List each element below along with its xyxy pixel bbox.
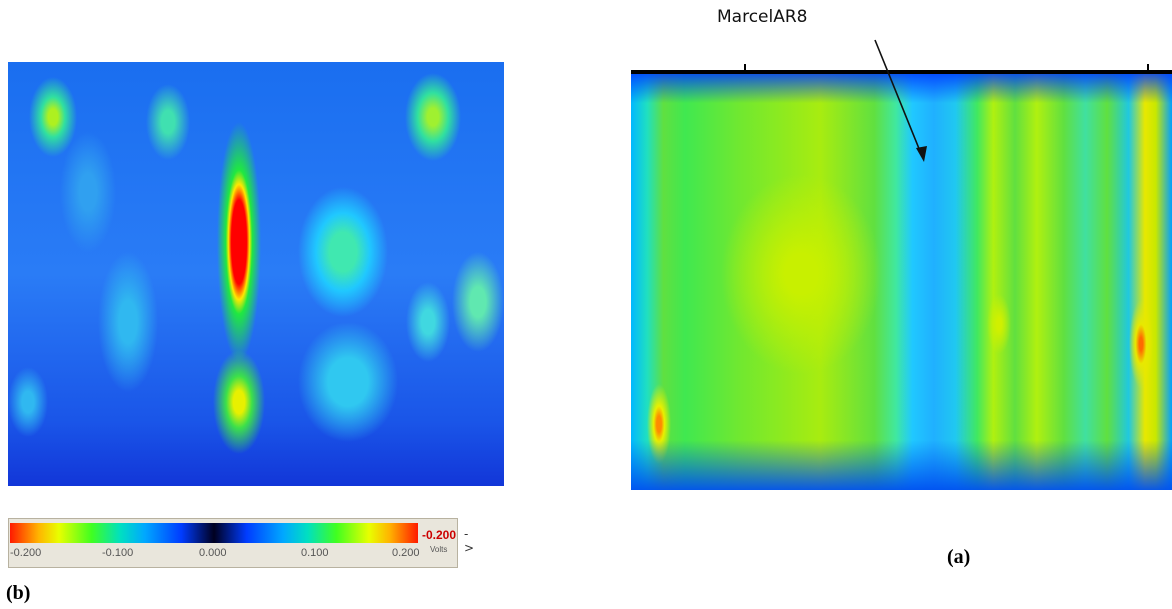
colorbar-unit: Volts bbox=[430, 545, 448, 554]
colorbar-tick-3: 0.100 bbox=[301, 547, 329, 559]
top-tick-mark bbox=[744, 64, 746, 70]
colorbar-tick-1: -0.100 bbox=[102, 547, 134, 559]
colorbar-tick-2: 0.000 bbox=[199, 547, 227, 559]
color-gradient-strip bbox=[10, 523, 418, 543]
color-scale-bar: -0.200 -0.100 0.000 0.100 0.200 -0.200 -… bbox=[8, 518, 474, 568]
annotation-label: MarcelAR8 bbox=[717, 7, 808, 27]
colorbar-readout: -0.200 bbox=[422, 528, 457, 542]
colorbar-tick-0: -0.200 bbox=[10, 547, 42, 559]
right-heatmap-image bbox=[631, 70, 1172, 490]
panel-label-a: (a) bbox=[947, 546, 971, 568]
panel-label-b: (b) bbox=[6, 582, 31, 604]
left-heatmap-image bbox=[8, 62, 504, 486]
top-tick-mark bbox=[1147, 64, 1149, 70]
colorbar-tick-4: 0.200 bbox=[392, 547, 420, 559]
colorbar-readout-arrow: -> bbox=[464, 527, 475, 555]
annotation-arrow-icon bbox=[874, 39, 927, 162]
